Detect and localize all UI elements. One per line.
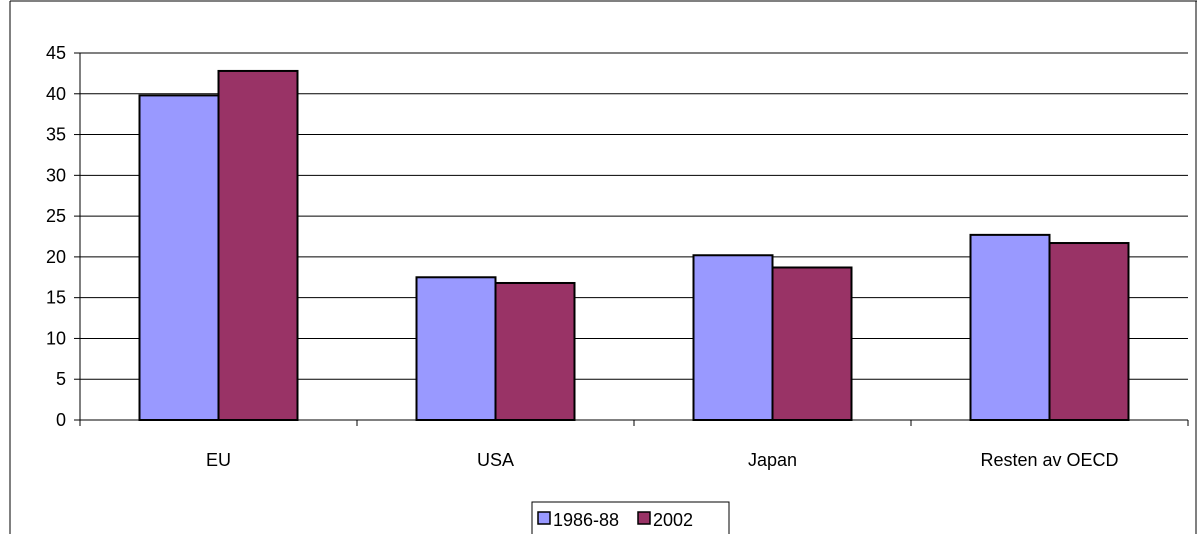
legend-swatch-2002: [637, 511, 651, 525]
y-tick-label: 35: [46, 125, 66, 145]
x-category-label: Resten av OECD: [980, 450, 1118, 470]
y-tick-label: 30: [46, 165, 66, 185]
legend-label: 1986-88: [553, 510, 619, 530]
x-category-label: EU: [206, 450, 231, 470]
y-tick-label: 0: [56, 410, 66, 430]
bar-2002-USA: [494, 281, 576, 421]
y-tick-label: 20: [46, 247, 66, 267]
legend-swatch-1986-88: [537, 511, 551, 525]
y-tick-label: 15: [46, 288, 66, 308]
bar-2002-Resten av OECD: [1048, 242, 1130, 421]
bar-1986-88-Japan: [692, 254, 774, 421]
y-tick-label: 45: [46, 43, 66, 63]
bar-2002-Japan: [771, 266, 853, 422]
x-category-label: USA: [477, 450, 514, 470]
y-tick-label: 40: [46, 84, 66, 104]
legend: 1986-88 2002: [531, 501, 730, 537]
y-tick-label: 25: [46, 206, 66, 226]
legend-label: 2002: [653, 510, 693, 530]
bar-1986-88-USA: [415, 276, 497, 421]
bar-1986-88-EU: [138, 94, 220, 422]
y-tick-label: 5: [56, 369, 66, 389]
bar-2002-EU: [217, 69, 299, 421]
bar-1986-88-Resten av OECD: [969, 233, 1051, 421]
bars: [138, 69, 1130, 422]
legend-box: [531, 501, 730, 537]
axes: 0 5 10 15 20 25 30 35 40 45 EU USA Japan Resten av OE…: [46, 43, 1189, 470]
y-tick-label: 10: [46, 328, 66, 348]
x-category-label: Japan: [748, 450, 797, 470]
